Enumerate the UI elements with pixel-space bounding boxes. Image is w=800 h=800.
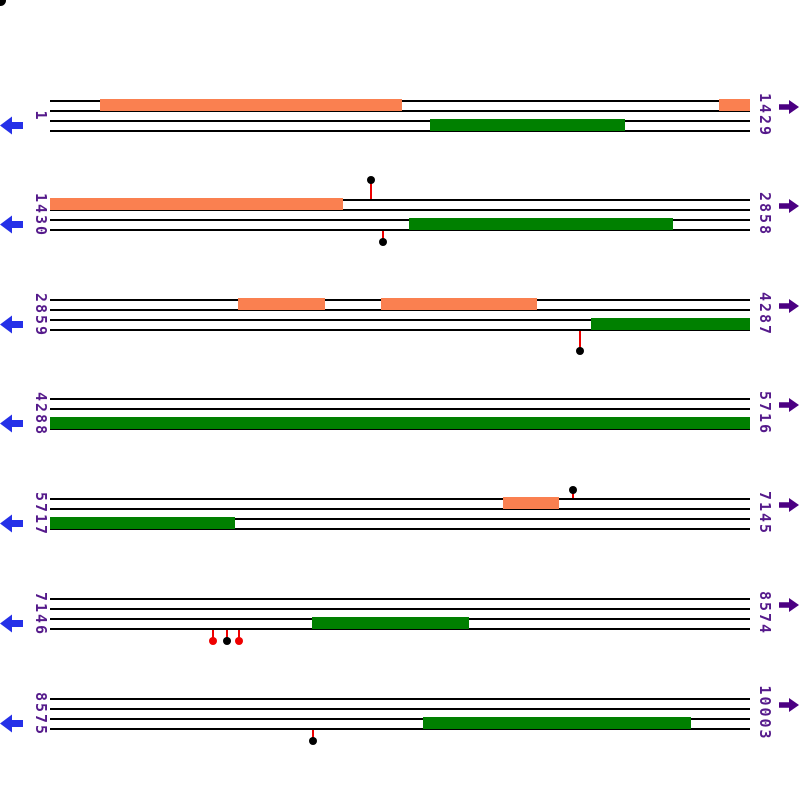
scroll-left-arrow-icon[interactable] bbox=[0, 414, 23, 433]
reverse-strand-feature bbox=[50, 417, 750, 429]
marker-stem bbox=[226, 629, 228, 641]
scroll-right-arrow-icon[interactable] bbox=[779, 498, 799, 512]
track-line bbox=[50, 120, 750, 122]
row-start-label: 7146 bbox=[32, 591, 50, 637]
track-line bbox=[50, 498, 750, 500]
reverse-strand-feature bbox=[430, 119, 625, 131]
track-line bbox=[50, 130, 750, 132]
scroll-right-arrow-icon[interactable] bbox=[779, 698, 799, 712]
row-end-label: 5716 bbox=[756, 390, 774, 436]
row-end-label: 8574 bbox=[756, 590, 774, 636]
reverse-strand-feature bbox=[423, 717, 691, 729]
track-line bbox=[50, 708, 750, 710]
reverse-strand-feature bbox=[591, 318, 750, 330]
mutation-marker-dot bbox=[576, 347, 584, 355]
scroll-right-arrow-icon[interactable] bbox=[779, 398, 799, 412]
marker-stem bbox=[579, 330, 581, 351]
track-line bbox=[50, 728, 750, 730]
row-start-label: 1 bbox=[32, 110, 50, 122]
row-end-label: 7145 bbox=[756, 490, 774, 536]
marker-stem bbox=[312, 729, 314, 741]
marker-stem bbox=[370, 180, 372, 199]
row-start-label: 1430 bbox=[32, 192, 50, 238]
forward-strand-feature bbox=[719, 99, 750, 111]
reverse-strand-feature bbox=[312, 617, 469, 629]
forward-strand-feature bbox=[50, 198, 343, 210]
scroll-left-arrow-icon[interactable] bbox=[0, 614, 23, 633]
track-line bbox=[50, 319, 750, 321]
scroll-left-arrow-icon[interactable] bbox=[0, 514, 23, 533]
track-line bbox=[50, 229, 750, 231]
marker-stem bbox=[572, 490, 574, 498]
row-end-label: 10003 bbox=[756, 685, 774, 741]
mutation-marker-dot bbox=[309, 737, 317, 745]
row-start-label: 4288 bbox=[32, 391, 50, 437]
track-line bbox=[50, 219, 750, 221]
row-end-label: 4287 bbox=[756, 291, 774, 337]
row-end-label: 2858 bbox=[756, 191, 774, 237]
scroll-right-arrow-icon[interactable] bbox=[779, 598, 799, 612]
scroll-left-arrow-icon[interactable] bbox=[0, 714, 23, 733]
mutation-marker-dot bbox=[223, 637, 231, 645]
forward-strand-feature bbox=[238, 298, 325, 310]
track-line bbox=[50, 408, 750, 410]
track-line bbox=[50, 518, 750, 520]
row-start-label: 8575 bbox=[32, 691, 50, 737]
track-line bbox=[50, 508, 750, 510]
reverse-strand-feature bbox=[409, 218, 673, 230]
row-start-label: 5717 bbox=[32, 491, 50, 537]
mutation-marker-dot bbox=[367, 176, 375, 184]
reverse-strand-feature bbox=[50, 517, 235, 529]
row-start-label: 2859 bbox=[32, 292, 50, 338]
scroll-right-arrow-icon[interactable] bbox=[779, 199, 799, 213]
scroll-left-arrow-icon[interactable] bbox=[0, 116, 23, 135]
mutation-marker-dot bbox=[569, 486, 577, 494]
forward-strand-feature bbox=[503, 497, 559, 509]
corner-artifact-dot bbox=[0, 0, 6, 6]
scroll-right-arrow-icon[interactable] bbox=[779, 299, 799, 313]
track-line bbox=[50, 209, 750, 211]
track-line bbox=[50, 329, 750, 331]
marker-stem bbox=[212, 629, 214, 641]
marker-stem bbox=[382, 230, 384, 242]
track-line bbox=[50, 528, 750, 530]
forward-strand-feature bbox=[381, 298, 537, 310]
forward-strand-feature bbox=[100, 99, 402, 111]
track-line bbox=[50, 199, 750, 201]
scroll-right-arrow-icon[interactable] bbox=[779, 100, 799, 114]
mutation-marker-dot bbox=[379, 238, 387, 246]
track-line bbox=[50, 718, 750, 720]
track-line bbox=[50, 598, 750, 600]
track-line bbox=[50, 398, 750, 400]
marker-stem bbox=[238, 629, 240, 641]
row-end-label: 1429 bbox=[756, 92, 774, 138]
mutation-marker-dot bbox=[209, 637, 217, 645]
scroll-left-arrow-icon[interactable] bbox=[0, 315, 23, 334]
scroll-left-arrow-icon[interactable] bbox=[0, 215, 23, 234]
track-line bbox=[50, 608, 750, 610]
mutation-marker-dot bbox=[235, 637, 243, 645]
track-line bbox=[50, 698, 750, 700]
